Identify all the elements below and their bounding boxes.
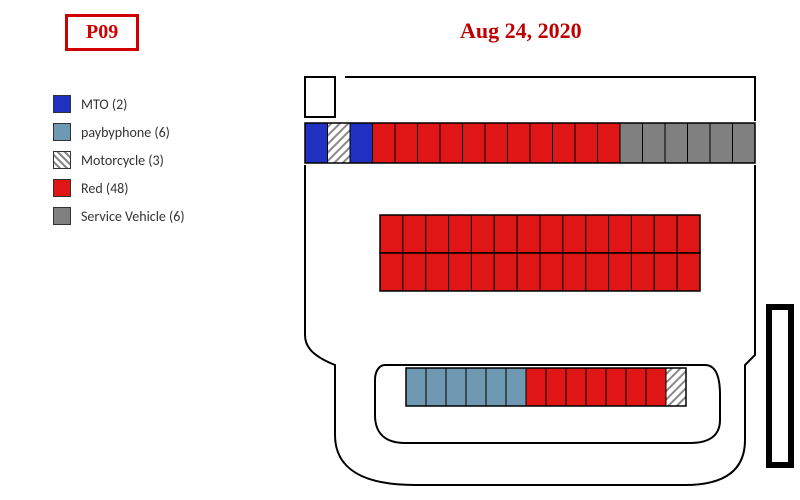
stall-mid_upper-4 bbox=[471, 215, 494, 253]
service-swatch bbox=[53, 207, 71, 225]
stall-bottom-6 bbox=[526, 368, 546, 406]
legend-label: MTO (2) bbox=[81, 96, 127, 113]
stall-mid_lower-1 bbox=[403, 253, 426, 291]
stall-bottom-9 bbox=[586, 368, 606, 406]
stall-top-10 bbox=[530, 123, 553, 163]
stall-top-14 bbox=[620, 123, 643, 163]
legend: MTO (2) paybyphone (6) Motorcycle (3) Red (… bbox=[53, 95, 185, 235]
legend-item-mto: MTO (2) bbox=[53, 95, 185, 113]
legend-label: Service Vehicle (6) bbox=[81, 208, 185, 225]
stall-top-2 bbox=[350, 123, 373, 163]
stall-top-15 bbox=[643, 123, 666, 163]
parking-stalls bbox=[305, 123, 755, 406]
stall-mid_lower-7 bbox=[540, 253, 563, 291]
stall-top-0 bbox=[305, 123, 328, 163]
legend-item-motorcycle: Motorcycle (3) bbox=[53, 151, 185, 169]
stall-mid_lower-8 bbox=[563, 253, 586, 291]
stall-bottom-11 bbox=[626, 368, 646, 406]
stall-top-11 bbox=[553, 123, 576, 163]
stall-mid_lower-12 bbox=[654, 253, 677, 291]
stall-mid_upper-1 bbox=[403, 215, 426, 253]
stall-mid_lower-11 bbox=[631, 253, 654, 291]
stall-bottom-3 bbox=[466, 368, 486, 406]
legend-label: paybyphone (6) bbox=[81, 124, 170, 141]
stall-top-1 bbox=[328, 123, 351, 163]
motorcycle-swatch bbox=[53, 151, 71, 169]
lot-id-badge: P09 bbox=[65, 14, 139, 51]
stall-mid_upper-6 bbox=[517, 215, 540, 253]
paybyphone-swatch bbox=[53, 123, 71, 141]
stall-mid_upper-12 bbox=[654, 215, 677, 253]
stall-top-5 bbox=[418, 123, 441, 163]
stall-mid_upper-3 bbox=[449, 215, 472, 253]
stall-mid_lower-2 bbox=[426, 253, 449, 291]
stall-top-7 bbox=[463, 123, 486, 163]
stall-mid_upper-10 bbox=[609, 215, 632, 253]
legend-label: Red (48) bbox=[81, 180, 129, 197]
stall-mid_upper-2 bbox=[426, 215, 449, 253]
stall-top-17 bbox=[688, 123, 711, 163]
stall-top-16 bbox=[665, 123, 688, 163]
legend-item-service: Service Vehicle (6) bbox=[53, 207, 185, 225]
map-date: Aug 24, 2020 bbox=[460, 18, 582, 44]
stall-top-18 bbox=[710, 123, 733, 163]
stall-mid_lower-4 bbox=[471, 253, 494, 291]
stall-top-13 bbox=[598, 123, 621, 163]
stall-mid_upper-13 bbox=[677, 215, 700, 253]
stall-mid_upper-7 bbox=[540, 215, 563, 253]
red-swatch bbox=[53, 179, 71, 197]
stall-mid_upper-8 bbox=[563, 215, 586, 253]
stall-bottom-5 bbox=[506, 368, 526, 406]
stall-mid_upper-11 bbox=[631, 215, 654, 253]
legend-label: Motorcycle (3) bbox=[81, 152, 164, 169]
stall-bottom-13 bbox=[666, 368, 686, 406]
stall-mid_lower-9 bbox=[586, 253, 609, 291]
stall-mid_upper-5 bbox=[494, 215, 517, 253]
mto-swatch bbox=[53, 95, 71, 113]
stall-mid_lower-10 bbox=[609, 253, 632, 291]
stall-bottom-1 bbox=[426, 368, 446, 406]
stall-bottom-8 bbox=[566, 368, 586, 406]
stall-top-19 bbox=[733, 123, 756, 163]
stall-bottom-10 bbox=[606, 368, 626, 406]
legend-item-red: Red (48) bbox=[53, 179, 185, 197]
legend-item-paybyphone: paybyphone (6) bbox=[53, 123, 185, 141]
stall-mid_lower-13 bbox=[677, 253, 700, 291]
stall-top-3 bbox=[373, 123, 396, 163]
stall-mid_lower-0 bbox=[380, 253, 403, 291]
parking-map bbox=[285, 75, 795, 495]
stall-bottom-4 bbox=[486, 368, 506, 406]
stall-bottom-12 bbox=[646, 368, 666, 406]
stall-mid_upper-0 bbox=[380, 215, 403, 253]
stall-mid_lower-3 bbox=[449, 253, 472, 291]
stall-mid_lower-6 bbox=[517, 253, 540, 291]
stall-top-12 bbox=[575, 123, 598, 163]
stall-bottom-2 bbox=[446, 368, 466, 406]
stall-bottom-0 bbox=[406, 368, 426, 406]
stall-top-4 bbox=[395, 123, 418, 163]
stall-mid_upper-9 bbox=[586, 215, 609, 253]
stall-top-6 bbox=[440, 123, 463, 163]
stall-top-8 bbox=[485, 123, 508, 163]
stall-top-9 bbox=[508, 123, 531, 163]
stall-bottom-7 bbox=[546, 368, 566, 406]
stall-mid_lower-5 bbox=[494, 253, 517, 291]
